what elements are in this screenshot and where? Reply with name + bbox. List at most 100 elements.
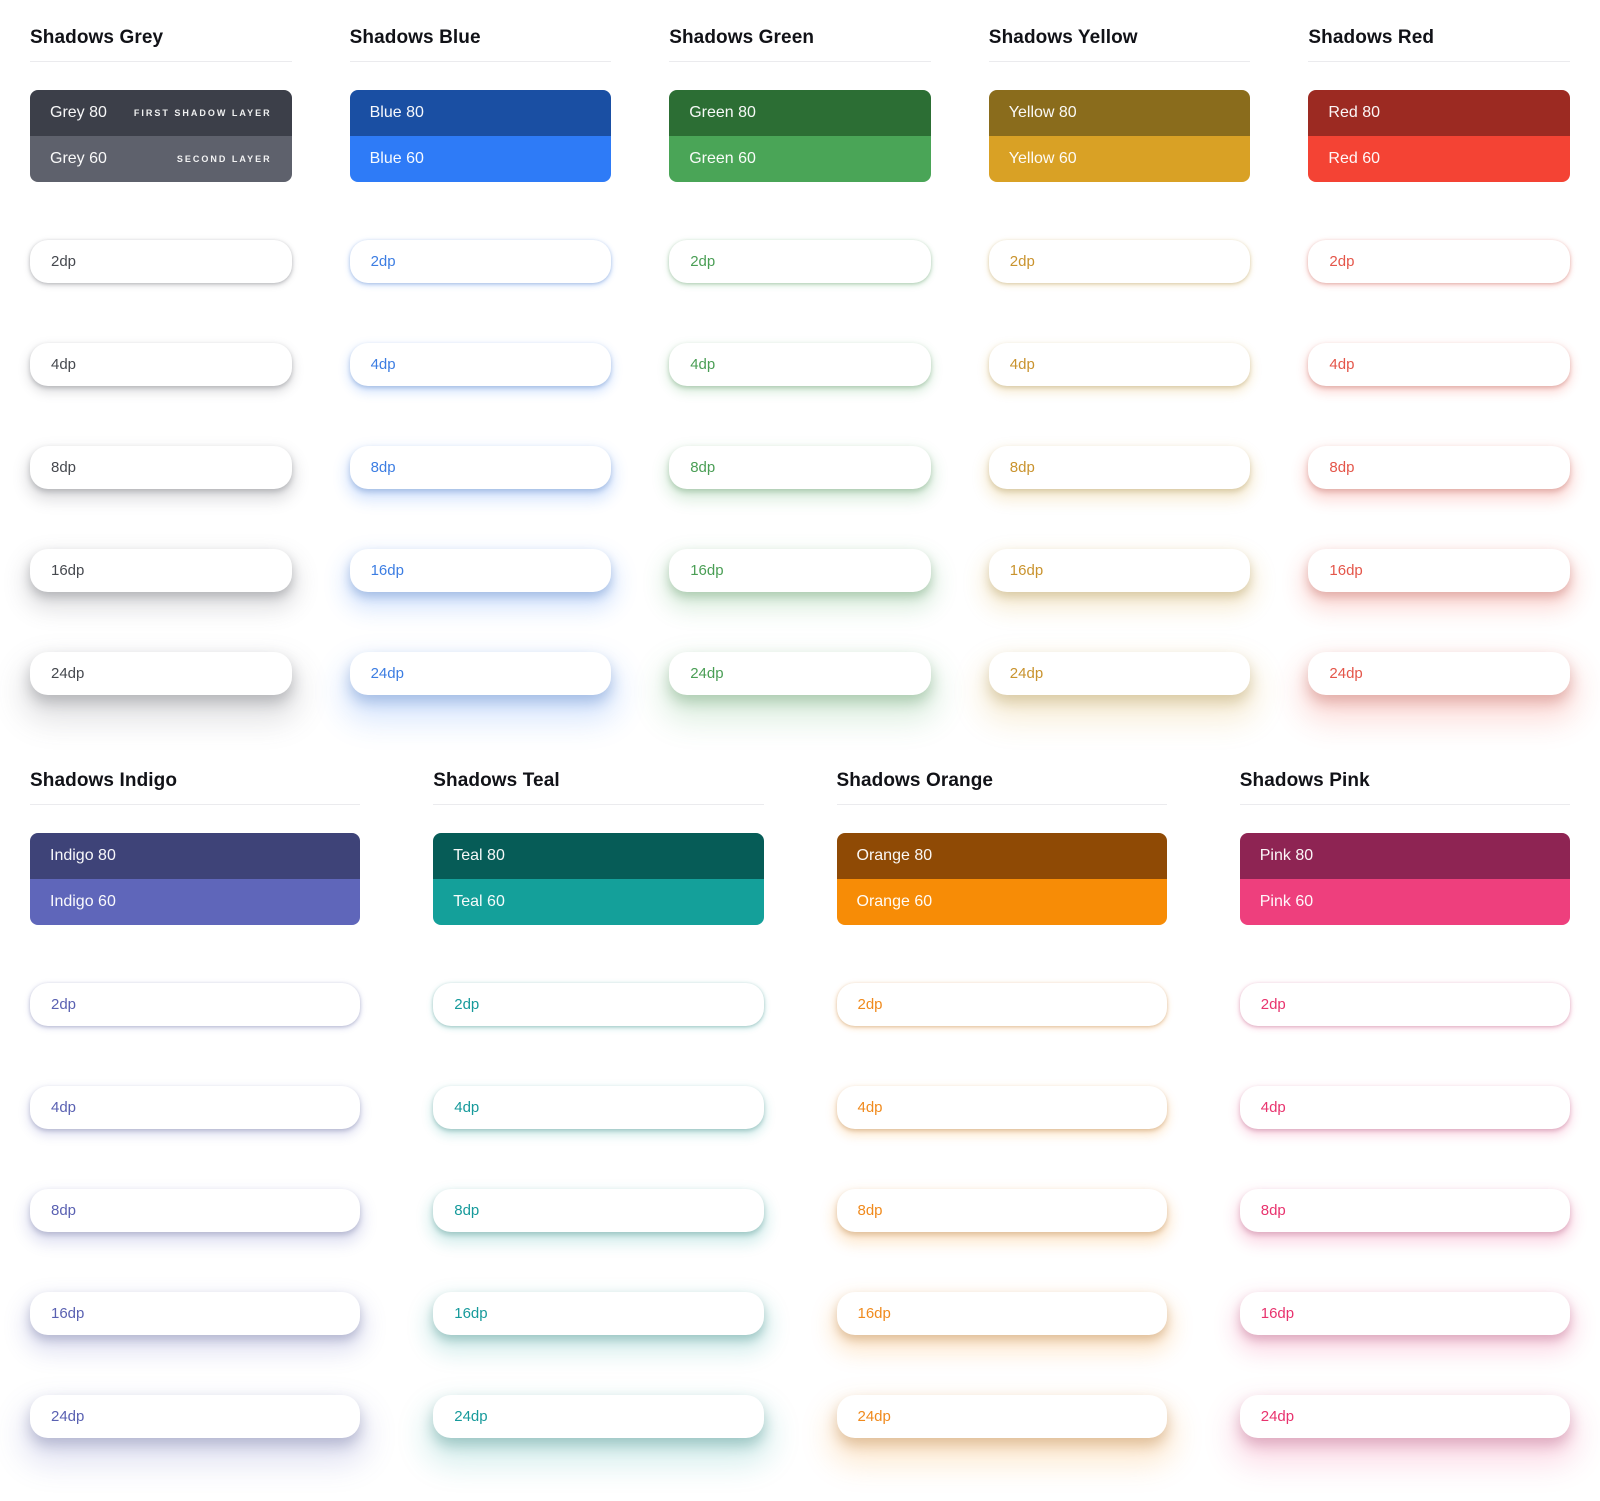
swatch-label: Orange 60	[856, 893, 933, 910]
elevation-label: 8dp	[1009, 459, 1035, 476]
group-title: Shadows Yellow	[988, 26, 1251, 62]
swatch-label: Grey 60	[50, 150, 107, 167]
swatch-tone-80: Orange 80	[836, 833, 1167, 879]
elevation-card-24dp: 24dp	[1239, 1395, 1570, 1438]
group-title: Shadows Green	[669, 26, 931, 62]
swatch-label: Yellow 80	[1008, 104, 1077, 121]
elevation-label: 16dp	[1329, 562, 1363, 579]
elevation-label: 4dp	[1329, 356, 1355, 373]
shadow-group: Shadows Teal Teal 80 Teal 60 2dp 4dp 8dp…	[433, 769, 764, 1438]
elevation-label: 16dp	[1260, 1305, 1295, 1322]
elevation-card-8dp: 8dp	[836, 1189, 1167, 1232]
elevation-card-list: 2dp 4dp 8dp 16dp 24dp	[30, 983, 361, 1438]
elevation-label: 4dp	[51, 356, 77, 373]
elevation-label: 4dp	[51, 1099, 77, 1116]
elevation-label: 24dp	[51, 1408, 85, 1425]
elevation-label: 16dp	[454, 1305, 488, 1322]
elevation-label: 16dp	[690, 562, 724, 579]
elevation-label: 2dp	[690, 253, 716, 270]
elevation-label: 16dp	[51, 1305, 85, 1322]
elevation-label: 4dp	[857, 1099, 883, 1116]
elevation-label: 2dp	[370, 253, 396, 270]
swatch-tone-80: Teal 80	[433, 833, 764, 879]
elevation-label: 24dp	[370, 665, 404, 682]
color-swatch: Blue 80 Blue 60	[349, 90, 612, 182]
shadow-group: Shadows Orange Orange 80 Orange 60 2dp 4…	[836, 769, 1167, 1438]
elevation-card-24dp: 24dp	[988, 652, 1251, 695]
elevation-card-2dp: 2dp	[836, 983, 1167, 1026]
swatch-tone-60: Indigo 60	[30, 879, 361, 925]
elevation-card-4dp: 4dp	[30, 1086, 361, 1129]
swatch-tone-80: Red 80	[1308, 90, 1570, 136]
elevation-label: 16dp	[51, 562, 85, 579]
swatch-tone-60: Pink 60	[1239, 879, 1570, 925]
elevation-label: 2dp	[51, 996, 77, 1013]
elevation-label: 2dp	[454, 996, 480, 1013]
elevation-label: 4dp	[454, 1099, 480, 1116]
color-swatch: Green 80 Green 60	[669, 90, 931, 182]
group-title: Shadows Pink	[1239, 769, 1570, 805]
elevation-label: 8dp	[370, 459, 396, 476]
elevation-card-4dp: 4dp	[349, 343, 612, 386]
color-swatch: Indigo 80 Indigo 60	[30, 833, 361, 925]
shadows-row-secondary: Shadows Indigo Indigo 80 Indigo 60 2dp 4…	[30, 769, 1570, 1438]
elevation-card-24dp: 24dp	[349, 652, 612, 695]
swatch-label: Teal 60	[453, 893, 505, 910]
elevation-label: 8dp	[1329, 459, 1355, 476]
elevation-card-2dp: 2dp	[433, 983, 764, 1026]
elevation-label: 24dp	[51, 665, 85, 682]
elevation-card-8dp: 8dp	[30, 1189, 361, 1232]
swatch-label: Teal 80	[453, 847, 505, 864]
elevation-card-2dp: 2dp	[1239, 983, 1570, 1026]
color-swatch: Teal 80 Teal 60	[433, 833, 764, 925]
elevation-card-4dp: 4dp	[669, 343, 931, 386]
swatch-tone-80: Grey 80 FIRST SHADOW LAYER	[30, 90, 292, 136]
elevation-label: 2dp	[1009, 253, 1035, 270]
elevation-card-4dp: 4dp	[30, 343, 292, 386]
elevation-card-16dp: 16dp	[349, 549, 612, 592]
elevation-label: 2dp	[1329, 253, 1355, 270]
color-swatch: Pink 80 Pink 60	[1239, 833, 1570, 925]
elevation-card-list: 2dp 4dp 8dp 16dp 24dp	[669, 240, 931, 695]
swatch-label: Green 80	[689, 104, 756, 121]
elevation-card-8dp: 8dp	[1308, 446, 1570, 489]
elevation-card-16dp: 16dp	[669, 549, 931, 592]
elevation-card-list: 2dp 4dp 8dp 16dp 24dp	[988, 240, 1251, 695]
elevation-card-24dp: 24dp	[433, 1395, 764, 1438]
elevation-card-2dp: 2dp	[1308, 240, 1570, 283]
swatch-tone-80: Pink 80	[1239, 833, 1570, 879]
elevation-card-8dp: 8dp	[988, 446, 1251, 489]
swatch-label: Blue 80	[369, 104, 424, 121]
swatch-tone-60: Yellow 60	[988, 136, 1251, 182]
color-swatch: Red 80 Red 60	[1308, 90, 1570, 182]
swatch-tone-60: Orange 60	[836, 879, 1167, 925]
elevation-card-list: 2dp 4dp 8dp 16dp 24dp	[836, 983, 1167, 1438]
elevation-card-list: 2dp 4dp 8dp 16dp 24dp	[349, 240, 612, 695]
group-title: Shadows Grey	[30, 26, 292, 62]
elevation-label: 24dp	[1260, 1408, 1295, 1425]
color-swatch: Orange 80 Orange 60	[836, 833, 1167, 925]
elevation-card-list: 2dp 4dp 8dp 16dp 24dp	[1308, 240, 1570, 695]
elevation-label: 2dp	[857, 996, 883, 1013]
elevation-label: 4dp	[690, 356, 716, 373]
swatch-label: Orange 80	[856, 847, 933, 864]
elevation-card-16dp: 16dp	[433, 1292, 764, 1335]
elevation-label: 16dp	[857, 1305, 891, 1322]
elevation-label: 4dp	[370, 356, 396, 373]
elevation-label: 24dp	[1009, 665, 1044, 682]
elevation-label: 8dp	[51, 459, 77, 476]
swatch-label: Yellow 60	[1008, 150, 1077, 167]
elevation-card-8dp: 8dp	[1239, 1189, 1570, 1232]
shadow-group: Shadows Red Red 80 Red 60 2dp 4dp 8dp 16…	[1308, 26, 1570, 695]
elevation-card-16dp: 16dp	[30, 1292, 361, 1335]
elevation-label: 4dp	[1260, 1099, 1286, 1116]
elevation-card-8dp: 8dp	[669, 446, 931, 489]
elevation-card-2dp: 2dp	[988, 240, 1251, 283]
elevation-card-16dp: 16dp	[836, 1292, 1167, 1335]
elevation-label: 4dp	[1009, 356, 1035, 373]
group-title: Shadows Blue	[349, 26, 612, 62]
elevation-card-8dp: 8dp	[433, 1189, 764, 1232]
group-title: Shadows Orange	[836, 769, 1167, 805]
swatch-label: Blue 60	[369, 150, 424, 167]
elevation-card-8dp: 8dp	[349, 446, 612, 489]
